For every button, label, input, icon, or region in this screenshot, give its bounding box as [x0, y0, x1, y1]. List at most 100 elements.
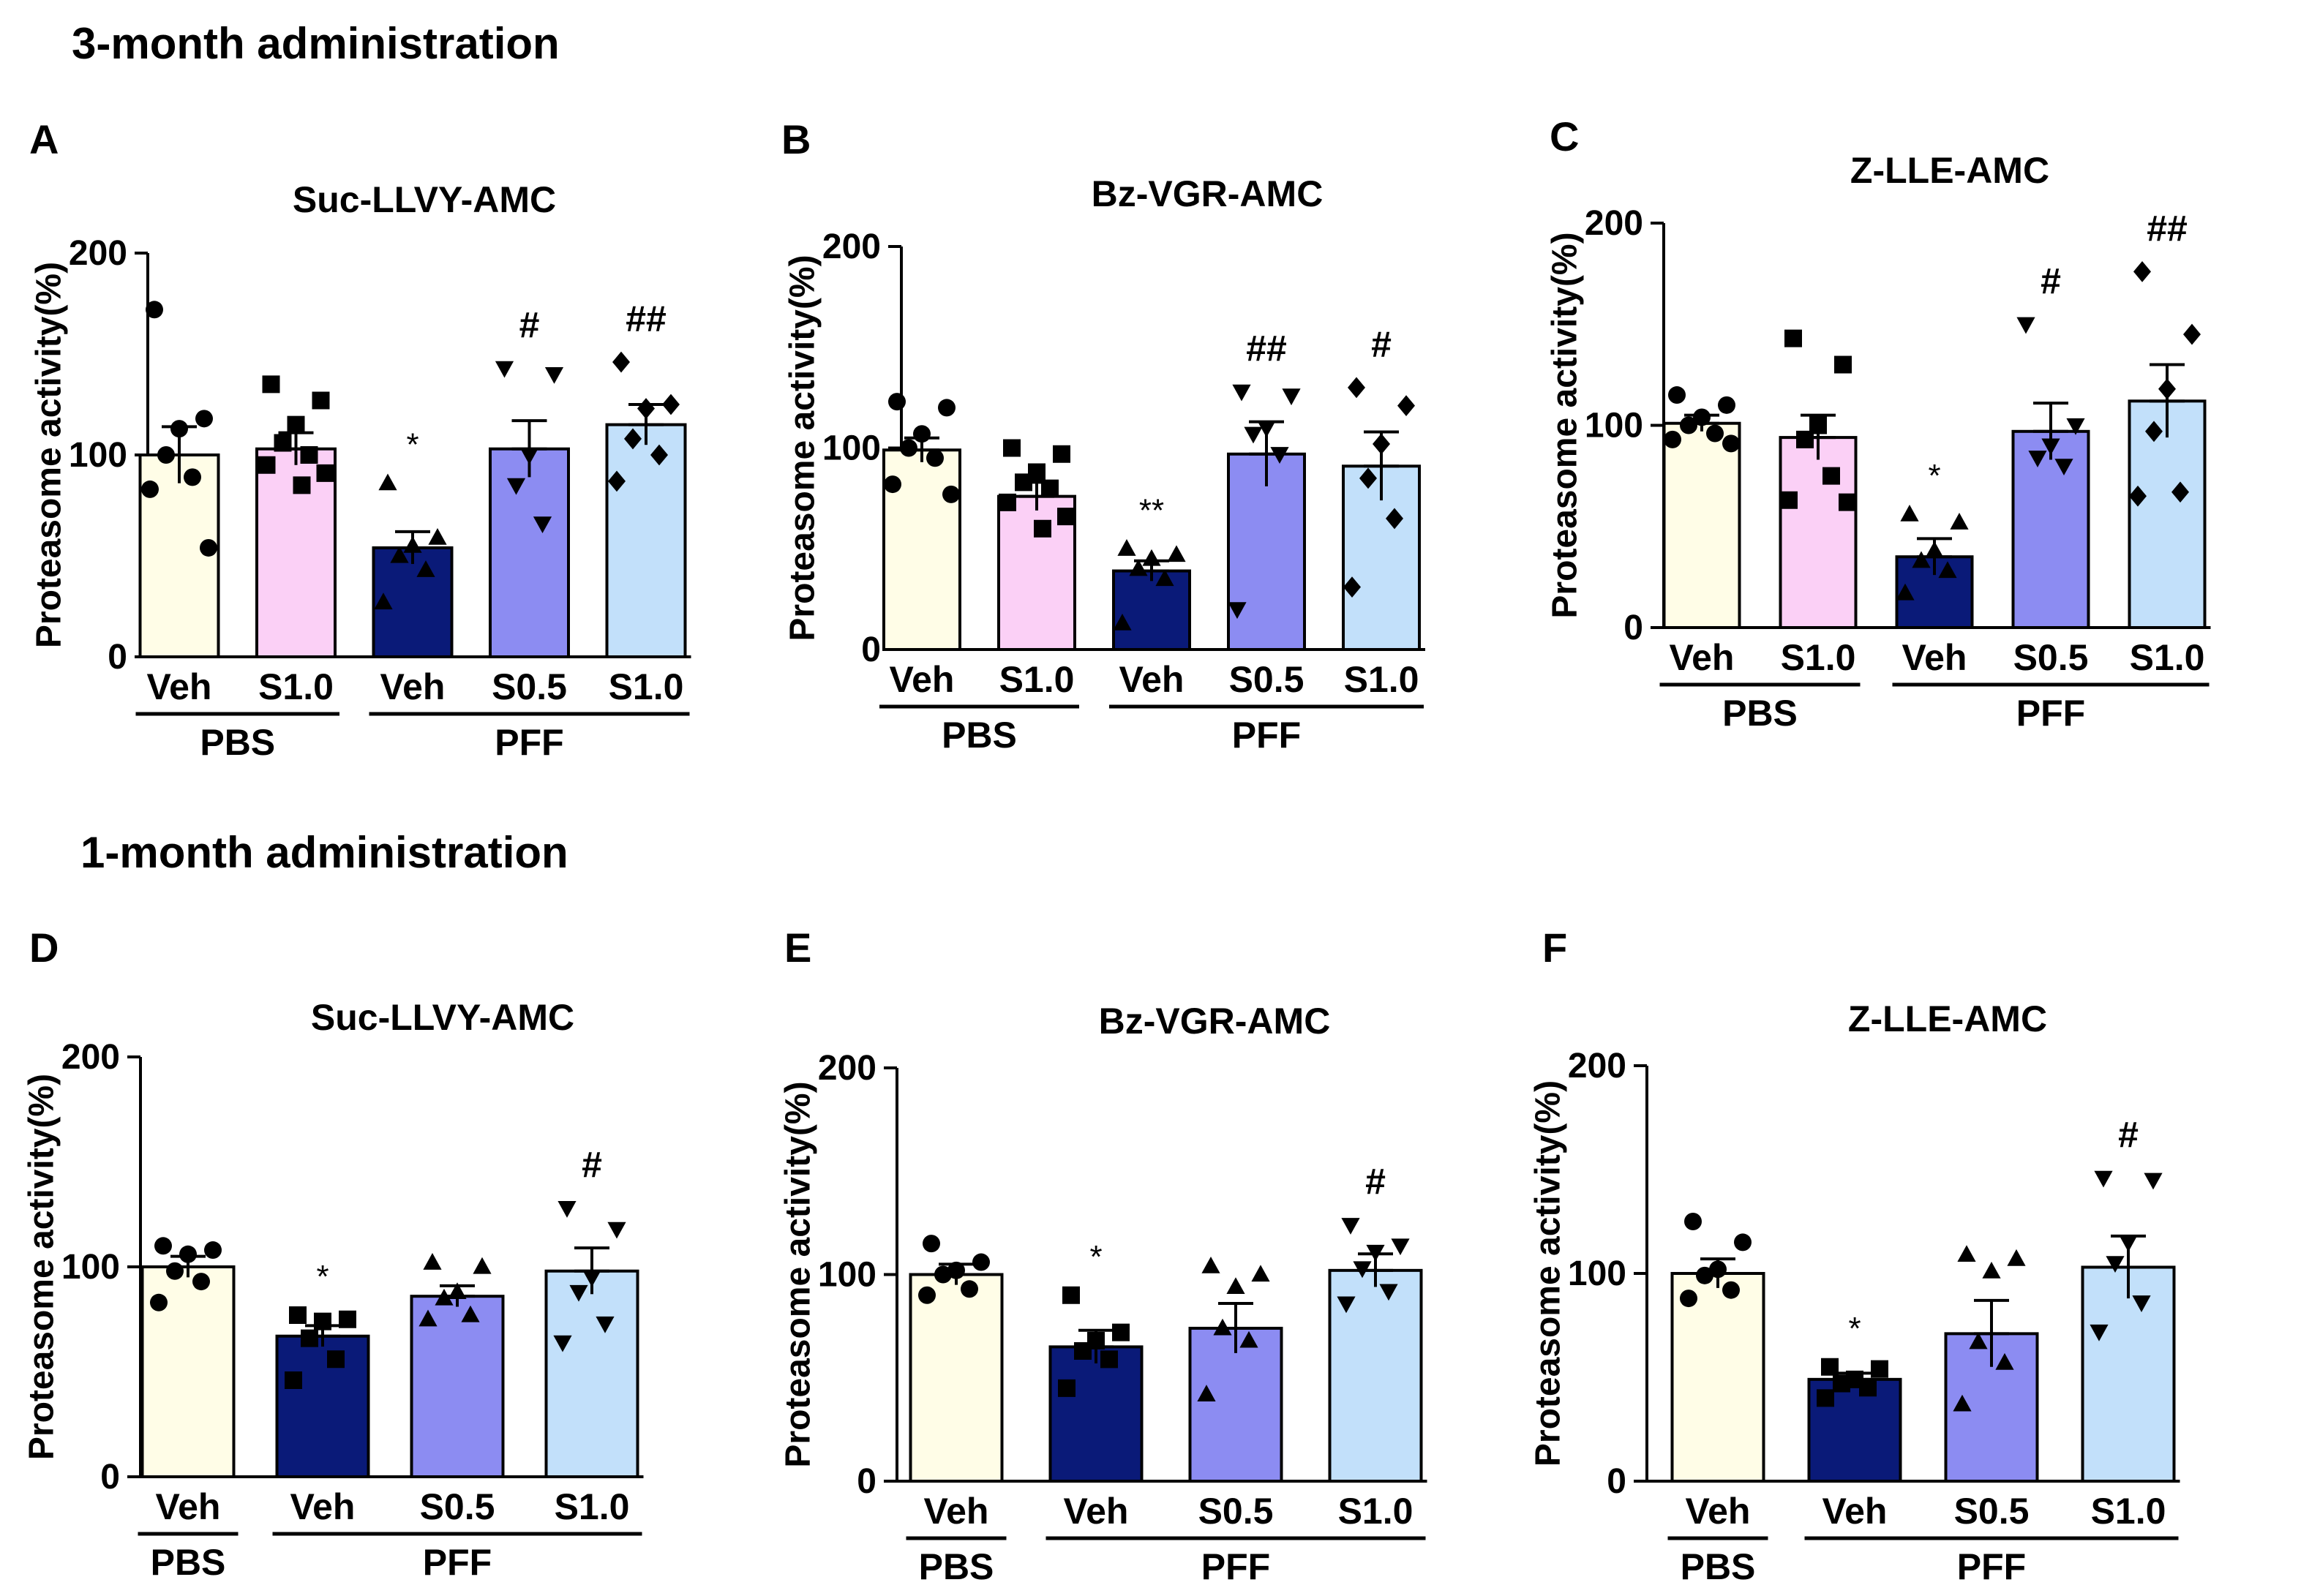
significance-mark: ** — [1139, 492, 1164, 528]
data-point — [1244, 426, 1263, 444]
data-point — [662, 394, 680, 415]
y-tick-label: 100 — [61, 1248, 120, 1287]
data-point — [1386, 508, 1403, 530]
significance-mark: ## — [1246, 328, 1287, 369]
bar — [1779, 436, 1858, 630]
section-title-1-month: 1-month administration — [80, 828, 568, 877]
data-point — [1074, 1342, 1092, 1360]
data-point — [1693, 408, 1711, 426]
data-point — [403, 536, 422, 553]
significance-mark: * — [406, 427, 418, 463]
y-tick-label: 200 — [1568, 1047, 1626, 1085]
data-point — [1041, 479, 1059, 497]
chart-title: Bz-VGR-AMC — [1092, 173, 1324, 214]
data-point — [900, 439, 917, 457]
data-point — [146, 301, 163, 319]
bar — [2081, 1265, 2176, 1483]
x-tick-label: S1.0 — [609, 666, 684, 707]
chart-panel-c: C Z-LLE-AMC Proteasome activity(%) 0 100 200 V… — [1546, 113, 2211, 734]
data-point — [558, 1201, 577, 1218]
data-point — [1213, 1318, 1232, 1336]
data-point — [1155, 569, 1174, 587]
data-point — [947, 1261, 965, 1279]
data-point — [287, 415, 305, 434]
x-tick-label: S0.5 — [492, 666, 567, 707]
data-point — [448, 1282, 467, 1300]
data-point — [1343, 576, 1361, 598]
data-point — [1834, 355, 1852, 374]
data-point — [2016, 317, 2035, 334]
data-point — [596, 1316, 615, 1333]
x-tick-label: S1.0 — [2130, 637, 2205, 678]
data-point — [184, 468, 201, 486]
data-point — [300, 446, 318, 464]
x-tick-label: Veh — [1670, 637, 1735, 678]
y-tick-label: 100 — [1585, 407, 1643, 445]
data-point — [607, 1222, 626, 1239]
y-tick-label: 200 — [818, 1049, 876, 1088]
data-point — [154, 1237, 172, 1255]
bar — [909, 1273, 1004, 1483]
y-axis-label: Proteasome activity(%) — [1529, 1080, 1568, 1467]
x-tick-label: Veh — [156, 1486, 221, 1527]
data-point — [2028, 451, 2047, 467]
data-point — [2129, 485, 2147, 507]
x-tick-label: Veh — [380, 666, 446, 707]
data-point — [913, 425, 931, 443]
data-point — [166, 1262, 184, 1280]
group-label: PFF — [2016, 693, 2085, 734]
y-tick-label: 100 — [69, 436, 127, 475]
data-point — [1817, 1389, 1834, 1407]
data-point — [374, 592, 393, 610]
group-label: PFF — [423, 1542, 492, 1583]
chart-title: Suc-LLVY-AMC — [311, 997, 574, 1038]
x-tick-label: Veh — [1822, 1491, 1888, 1532]
data-point — [1341, 1218, 1360, 1235]
data-point — [293, 476, 311, 494]
data-point — [150, 1293, 168, 1311]
x-tick-label: S1.0 — [999, 659, 1075, 700]
data-point — [1057, 508, 1075, 526]
data-point — [495, 361, 514, 378]
data-point — [1270, 447, 1289, 464]
data-point — [1953, 1394, 1972, 1412]
panel-letter: A — [29, 116, 59, 162]
data-point — [1359, 467, 1377, 489]
data-point — [553, 1335, 572, 1352]
data-point — [2171, 481, 2189, 503]
data-point — [1718, 396, 1735, 414]
data-point — [339, 1310, 356, 1328]
data-point — [1129, 559, 1148, 576]
data-point — [1780, 491, 1798, 509]
data-point — [1232, 384, 1251, 402]
data-point — [1809, 416, 1827, 434]
data-point — [961, 1280, 978, 1298]
chart-panel-b: B Bz-VGR-AMC Proteasome activity(%) 0 100 200… — [781, 116, 1425, 756]
data-point — [884, 475, 901, 494]
data-point — [435, 1288, 454, 1306]
data-point — [1257, 421, 1276, 438]
x-tick-label: S0.5 — [1198, 1491, 1274, 1532]
group-label: PBS — [919, 1546, 994, 1587]
x-tick-label: Veh — [924, 1491, 989, 1532]
data-point — [1957, 1245, 1976, 1262]
y-tick-label: 200 — [822, 227, 881, 266]
data-point — [1015, 473, 1032, 492]
chart-panel-e: E Bz-VGR-AMC Proteasome activity(%) 0 100 200… — [779, 925, 1427, 1587]
data-point — [544, 367, 564, 384]
group-label: PFF — [1957, 1546, 2026, 1587]
data-point — [1982, 1261, 2001, 1279]
data-point — [650, 444, 668, 466]
data-point — [200, 538, 217, 557]
bar — [544, 1269, 639, 1478]
chart-panel-d: D Suc-LLVY-AMC Proteasome activity(%) 0 100 2… — [23, 925, 644, 1583]
data-point — [1969, 1332, 1988, 1350]
bar — [605, 423, 687, 658]
data-point — [612, 351, 630, 373]
data-point — [1282, 388, 1301, 406]
data-point — [1680, 1290, 1697, 1308]
group-label: PFF — [495, 722, 563, 763]
y-tick-label: 0 — [861, 631, 881, 669]
data-point — [1003, 439, 1021, 457]
